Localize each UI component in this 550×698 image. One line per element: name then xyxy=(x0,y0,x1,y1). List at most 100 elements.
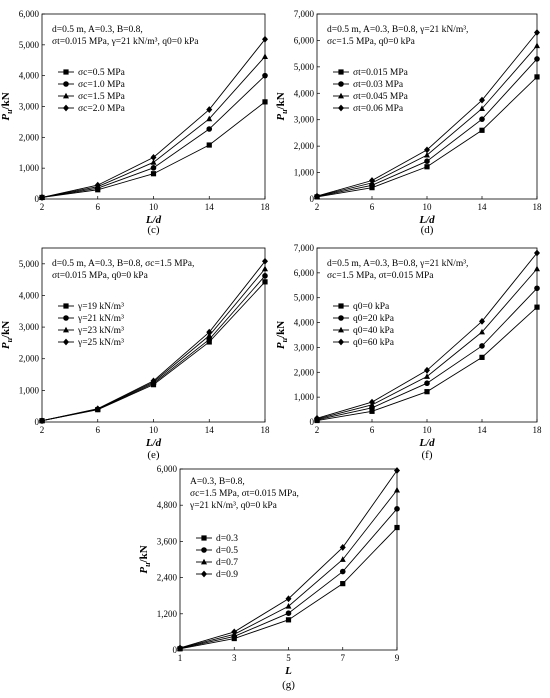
x-axis-label: L/d xyxy=(145,437,162,449)
x-tick-label: 14 xyxy=(478,425,488,435)
series-line-1 xyxy=(41,281,266,422)
data-point-series-1 xyxy=(424,164,430,170)
y-tick-label: 3,600 xyxy=(157,536,178,546)
data-point-series-4 xyxy=(534,29,540,36)
annotation-line: d=0.5 m, A=0.3, B=0.8, γ=21 kN/m³, xyxy=(327,25,468,35)
x-axis-label: L/d xyxy=(418,437,435,449)
data-point-series-1 xyxy=(479,354,485,360)
series-line-3 xyxy=(316,45,538,197)
annotation-line: d=0.5 m, A=0.3, B=0.8, σc=1.5 MPa, xyxy=(52,259,194,269)
legend-label: σt=0.03 MPa xyxy=(353,80,404,90)
annotation-line: d=0.5 m, A=0.3, B=0.8, xyxy=(52,25,143,35)
y-tick-label: 6,000 xyxy=(294,35,315,45)
series-line-1 xyxy=(179,527,398,650)
data-point-series-4 xyxy=(206,106,213,113)
y-tick-label: 6,000 xyxy=(294,268,315,278)
legend-label: d=0.5 xyxy=(216,546,238,556)
legend-label: d=0.3 xyxy=(216,534,238,544)
data-point-series-1 xyxy=(285,617,292,623)
y-tick-label: 4,000 xyxy=(19,290,40,300)
x-tick-label: 6 xyxy=(96,425,101,435)
data-point-series-1 xyxy=(150,171,157,177)
legend-label: q0=60 kPa xyxy=(353,338,395,348)
series-line-2 xyxy=(179,508,398,649)
y-tick-label: 5,000 xyxy=(294,293,315,303)
legend-marker xyxy=(63,338,69,346)
series-line-1 xyxy=(41,101,266,198)
y-tick-label: 4,000 xyxy=(19,71,40,81)
panel-label: (f) xyxy=(422,449,433,461)
legend-marker xyxy=(63,69,69,75)
y-tick-label: 6,000 xyxy=(19,9,40,19)
series-line-2 xyxy=(316,287,538,421)
x-tick-label: 14 xyxy=(205,425,215,435)
data-point-series-2 xyxy=(150,165,157,171)
data-point-series-2 xyxy=(479,343,485,349)
annotation-line: σt=0.015 MPa, γ=21 kN/m³, q0=0 kPa xyxy=(52,37,199,47)
y-tick-label: 6,000 xyxy=(157,464,178,474)
x-axis-label: L/d xyxy=(145,214,162,226)
data-point-series-4 xyxy=(424,146,430,154)
data-point-series-2 xyxy=(206,126,213,132)
chart-panel-4: 0 1,000 2,000 3,000 4,000 5,000 6,000 7,000 2 6 10… xyxy=(275,243,542,461)
x-tick-label: 18 xyxy=(533,425,543,435)
y-tick-label: 2,000 xyxy=(294,141,315,151)
legend-marker xyxy=(338,69,344,75)
data-point-series-4 xyxy=(369,398,375,406)
x-tick-label: 1 xyxy=(178,653,183,663)
y-tick-label: 0 xyxy=(173,645,178,655)
legend-marker xyxy=(63,81,69,87)
data-point-series-4 xyxy=(314,192,320,200)
legend-marker xyxy=(338,303,344,309)
data-point-series-3 xyxy=(534,265,540,272)
data-point-series-2 xyxy=(285,610,292,616)
data-point-series-3 xyxy=(479,105,485,112)
legend-marker xyxy=(338,326,344,333)
legend-label: q0=40 kPa xyxy=(353,326,395,336)
legend-label: γ=19 kN/m³ xyxy=(77,302,124,312)
y-axis-label: Pu/kN xyxy=(138,545,152,573)
annotation-line: σc=1.5 MPa, q0=0 kPa xyxy=(327,37,416,47)
data-point-series-2 xyxy=(262,72,268,79)
legend-marker xyxy=(63,92,69,99)
data-point-series-3 xyxy=(150,159,157,165)
y-tick-label: 2,000 xyxy=(19,354,40,364)
data-point-series-1 xyxy=(479,127,485,133)
y-tick-label: 1,000 xyxy=(294,392,315,402)
legend-label: σc=0.5 MPa xyxy=(78,68,126,78)
legend-marker xyxy=(338,338,344,346)
legend-label: σt=0.045 MPa xyxy=(353,92,409,102)
legend-marker xyxy=(63,326,69,333)
data-point-series-4 xyxy=(479,96,485,104)
data-point-series-4 xyxy=(206,328,213,336)
annotation-line: σt=0.015 MPa, q0=0 kPa xyxy=(52,271,149,281)
panel-label: (g) xyxy=(282,679,295,691)
legend-marker xyxy=(201,547,207,553)
x-tick-label: 18 xyxy=(261,425,271,435)
legend-label: σt=0.06 MPa xyxy=(353,104,404,114)
legend-marker xyxy=(338,104,344,112)
y-tick-label: 2,400 xyxy=(157,573,178,583)
legend-label: σt=0.015 MPa xyxy=(353,68,409,78)
data-point-series-3 xyxy=(285,603,292,609)
data-point-series-1 xyxy=(534,304,540,310)
y-tick-label: 7,000 xyxy=(294,9,315,19)
data-point-series-4 xyxy=(39,417,45,425)
y-tick-label: 1,200 xyxy=(157,609,178,619)
legend-label: q0=20 kPa xyxy=(353,314,395,324)
annotation-line: γ=21 kN/m³, q0=0 kPa xyxy=(189,501,278,511)
data-point-series-3 xyxy=(394,486,400,493)
x-tick-label: 2 xyxy=(315,425,320,435)
y-axis-label: Pu/kN xyxy=(0,92,14,120)
legend-marker xyxy=(338,315,344,321)
y-tick-label: 2,000 xyxy=(19,132,40,142)
data-point-series-3 xyxy=(424,373,430,379)
legend-label: d=0.7 xyxy=(216,558,238,568)
annotation-line: d=0.5 m, A=0.3, B=0.8, γ=21 kN/m³, xyxy=(327,259,468,269)
data-point-series-3 xyxy=(262,265,268,272)
y-tick-label: 1,000 xyxy=(19,385,40,395)
x-tick-label: 5 xyxy=(286,653,291,663)
data-point-series-4 xyxy=(150,153,157,161)
data-point-series-3 xyxy=(339,556,346,562)
data-point-series-3 xyxy=(206,115,213,122)
